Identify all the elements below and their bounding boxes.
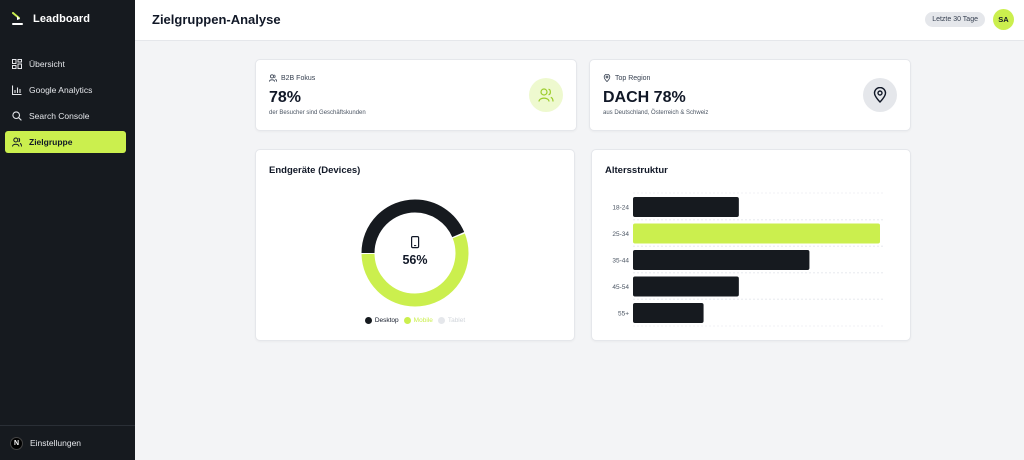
kpi-eyebrow: Top Region bbox=[603, 74, 650, 82]
devices-donut-chart: 56% bbox=[361, 199, 469, 307]
map-pin-icon bbox=[873, 87, 887, 103]
kpi-subtext: der Besucher sind Geschäftskunden bbox=[269, 110, 366, 116]
users-icon bbox=[538, 88, 554, 102]
kpi-value: DACH 78% bbox=[603, 89, 686, 106]
kpi-eyebrow: B2B Fokus bbox=[269, 74, 315, 82]
brand[interactable]: Leadboard bbox=[12, 12, 90, 26]
donut-center-label: 56% bbox=[402, 253, 427, 267]
legend-dot bbox=[403, 317, 411, 324]
dashboard-icon bbox=[12, 59, 22, 69]
age-tick-label: 35-44 bbox=[612, 257, 629, 264]
age-bar-25-34[interactable] bbox=[633, 223, 880, 244]
settings-link[interactable]: N Einstellungen bbox=[0, 425, 135, 460]
sidebar-item-zielgruppe[interactable]: Zielgruppe bbox=[5, 131, 126, 153]
settings-avatar: N bbox=[10, 436, 23, 450]
card-title: Endgeräte (Devices) bbox=[269, 165, 361, 176]
legend-label: Tablet bbox=[447, 317, 466, 324]
legend-item-mobile[interactable]: Mobile bbox=[403, 317, 433, 324]
age-bar-55+[interactable] bbox=[633, 303, 704, 323]
kpi-icon-badge bbox=[863, 78, 897, 112]
age-tick-label: 25-34 bbox=[612, 231, 629, 238]
header: Zielgruppen-Analyse Letzte 30 Tage SA bbox=[135, 0, 1024, 41]
kpi-eyebrow-label: Top Region bbox=[615, 74, 651, 82]
users-icon bbox=[269, 74, 277, 82]
legend-label: Desktop bbox=[374, 317, 399, 324]
sidebar-nav: Übersicht Google Analytics Search Consol… bbox=[5, 53, 126, 157]
age-bar-18-24[interactable] bbox=[633, 197, 739, 217]
legend-item-tablet[interactable]: Tablet bbox=[437, 317, 466, 324]
logo-icon bbox=[12, 12, 23, 25]
bar-chart-icon bbox=[12, 85, 22, 95]
sidebar-item-google-analytics[interactable]: Google Analytics bbox=[5, 79, 126, 101]
age-tick-label: 45-54 bbox=[612, 284, 629, 291]
card-title: Altersstruktur bbox=[605, 165, 668, 176]
users-icon bbox=[12, 137, 22, 147]
sidebar-item-search-console[interactable]: Search Console bbox=[5, 105, 126, 127]
sidebar-item-label: Search Console bbox=[29, 111, 90, 121]
kpi-card-region: Top Region DACH 78% aus Deutschland, Öst… bbox=[589, 59, 911, 131]
sidebar-item-label: Übersicht bbox=[29, 59, 65, 69]
age-tick-label: 55+ bbox=[618, 310, 629, 317]
age-card: Altersstruktur 18-24 25-34 35-44 45-54 55+ bbox=[591, 149, 911, 341]
kpi-card-b2b: B2B Fokus 78% der Besucher sind Geschäft… bbox=[255, 59, 577, 131]
devices-card: Endgeräte (Devices) 56% Desktop Mobile T… bbox=[255, 149, 575, 341]
smartphone-icon bbox=[411, 236, 420, 249]
search-icon bbox=[12, 111, 22, 121]
legend-label: Mobile bbox=[413, 317, 433, 324]
age-tick-label: 18-24 bbox=[612, 204, 629, 211]
settings-label: Einstellungen bbox=[30, 438, 82, 448]
sidebar: Leadboard Übersicht Google Analytics Sea… bbox=[0, 0, 135, 460]
age-bar-45-54[interactable] bbox=[633, 276, 739, 297]
kpi-value: 78% bbox=[269, 89, 302, 106]
donut-slice-mobile[interactable] bbox=[361, 199, 469, 307]
legend-dot bbox=[437, 317, 445, 324]
sidebar-item-label: Google Analytics bbox=[29, 85, 93, 95]
user-avatar[interactable]: SA bbox=[993, 9, 1014, 30]
devices-legend: Desktop Mobile Tablet bbox=[256, 317, 574, 324]
age-bar-chart: 18-24 25-34 35-44 45-54 55+ bbox=[612, 192, 884, 327]
brand-name: Leadboard bbox=[33, 13, 91, 25]
age-bar-35-44[interactable] bbox=[633, 250, 810, 270]
sidebar-item-label: Zielgruppe bbox=[29, 137, 73, 147]
legend-dot bbox=[364, 317, 372, 324]
legend-item-desktop[interactable]: Desktop bbox=[364, 317, 399, 324]
map-pin-icon bbox=[603, 74, 611, 82]
kpi-icon-badge bbox=[529, 78, 563, 112]
kpi-subtext: aus Deutschland, Österreich & Schweiz bbox=[603, 110, 709, 116]
page-title: Zielgruppen-Analyse bbox=[152, 12, 281, 27]
kpi-eyebrow-label: B2B Fokus bbox=[281, 74, 316, 82]
donut-slice-desktop[interactable] bbox=[361, 199, 469, 307]
sidebar-item-uebersicht[interactable]: Übersicht bbox=[5, 53, 126, 75]
date-range-button[interactable]: Letzte 30 Tage bbox=[925, 12, 985, 27]
